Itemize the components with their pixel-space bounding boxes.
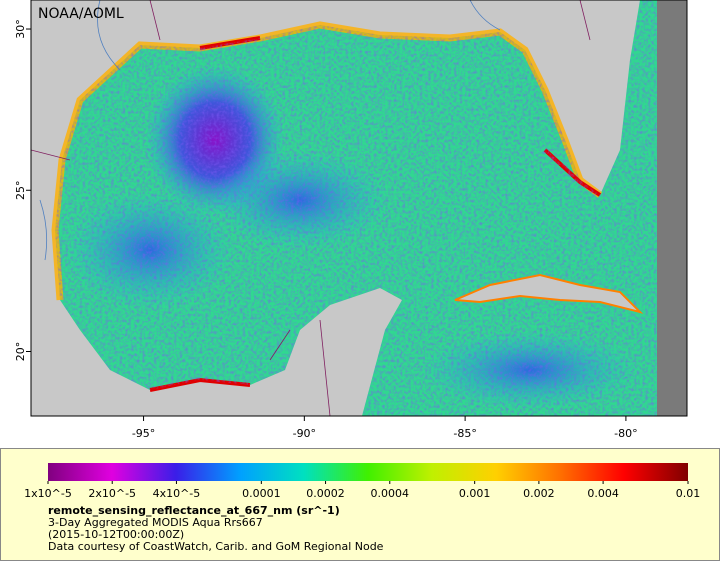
colorbar-tick-label: 0.001 [459, 487, 491, 500]
x-tick-label: -95° [132, 427, 155, 440]
no-data [657, 0, 687, 416]
colorbar-tick-label: 0.004 [587, 487, 619, 500]
source-label: NOAA/AOML [38, 6, 124, 22]
colorbar-tick-label: 2x10^-5 [88, 487, 136, 500]
colorbar-tick-label: 4x10^-5 [153, 487, 201, 500]
x-tick-label: -80° [614, 427, 637, 440]
y-tick-label: 25° [14, 181, 27, 201]
y-tick-label: 30° [14, 19, 27, 38]
caption-line: Data courtesy of CoastWatch, Carib. and … [48, 540, 384, 553]
colorbar-tick-label: 0.01 [676, 487, 701, 500]
colorbar-tick-label: 1x10^-5 [24, 487, 72, 500]
caption-line: 3-Day Aggregated MODIS Aqua Rrs667 [48, 516, 263, 529]
map [31, 0, 687, 416]
x-tick-label: -85° [453, 427, 476, 440]
border [31, 0, 591, 416]
colorbar-title: remote_sensing_reflectance_at_667_nm (sr… [48, 504, 340, 517]
map-frame [30, 0, 688, 417]
colorbar-tick-label: 0.002 [523, 487, 555, 500]
colorbar [48, 463, 688, 481]
river [39, 0, 501, 261]
y-tick-label: 20° [14, 342, 27, 362]
caption-line: (2015-10-12T00:00:00Z) [48, 528, 184, 541]
cuba [454, 273, 644, 314]
x-tick-label: -90° [293, 427, 316, 440]
colorbar-tick-label: 0.0001 [242, 487, 281, 500]
colorbar-tick-label: 0.0002 [306, 487, 345, 500]
colorbar-tick-label: 0.0004 [371, 487, 410, 500]
